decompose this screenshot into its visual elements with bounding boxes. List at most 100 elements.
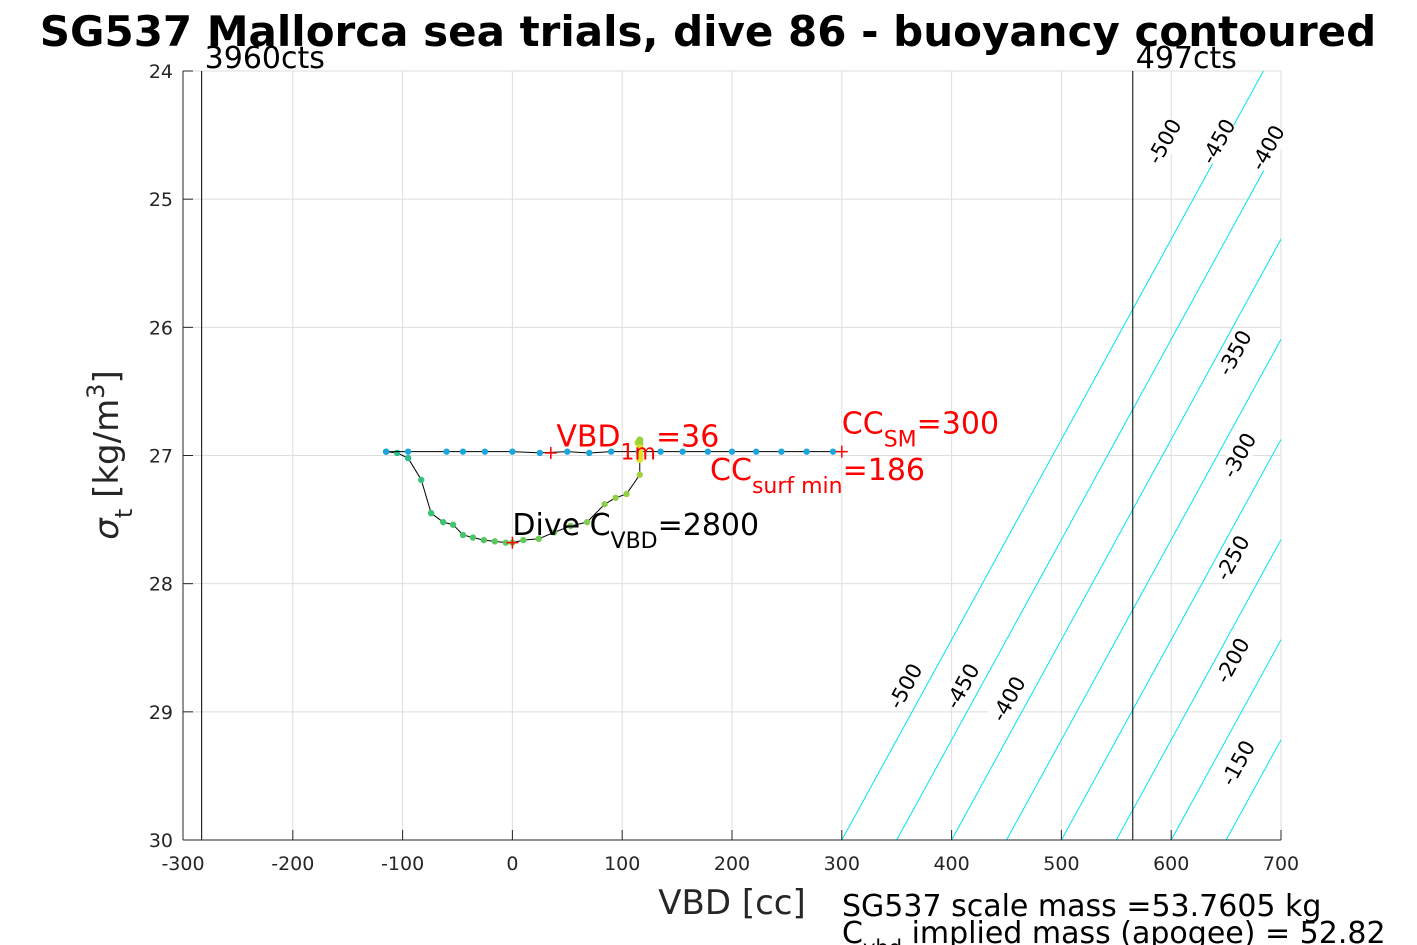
data-point bbox=[567, 522, 574, 530]
contour-label: -400 bbox=[987, 672, 1031, 725]
data-point bbox=[550, 529, 558, 536]
contour-line bbox=[1170, 638, 1281, 840]
contour-label-bg bbox=[987, 673, 1030, 725]
data-point bbox=[418, 476, 425, 484]
data-point bbox=[636, 455, 644, 463]
data-point bbox=[382, 448, 390, 455]
axes: -300 -200 -100 0 100 200 300 400 500 600 700 24 25 26… bbox=[149, 61, 1299, 875]
annotation-pre: VBD bbox=[556, 420, 620, 455]
contour-line bbox=[896, 138, 1281, 840]
data-point bbox=[536, 449, 544, 457]
contour-label: -500 bbox=[1143, 115, 1187, 168]
y-axis-label: σt [kg/m3] bbox=[82, 370, 138, 539]
red-cross-marker bbox=[506, 536, 519, 549]
contour-label: -350 bbox=[1213, 326, 1257, 379]
contour-label-bg bbox=[1197, 116, 1240, 167]
data-point bbox=[481, 448, 489, 455]
y-tick-label: 26 bbox=[149, 317, 173, 339]
data-point bbox=[728, 448, 736, 455]
x-tick-label: 500 bbox=[1043, 853, 1079, 875]
contour-line bbox=[1060, 438, 1281, 840]
contour-line bbox=[951, 238, 1281, 840]
data-point bbox=[509, 448, 516, 455]
chart-title: SG537 Mallorca sea trials, dive 86 - buo… bbox=[40, 7, 1376, 56]
contour-label: -450 bbox=[1196, 115, 1240, 168]
reference-line-label: 497cts bbox=[1136, 41, 1237, 76]
red-cross-marker bbox=[544, 446, 557, 459]
annotation: VBD1m=36 bbox=[556, 420, 719, 466]
data-point bbox=[657, 448, 664, 455]
contour-label-bg bbox=[1218, 430, 1261, 481]
x-tick-label: -300 bbox=[161, 853, 204, 875]
data-point bbox=[752, 448, 760, 455]
annotation-post: =300 bbox=[917, 407, 999, 442]
annotation-pre: Dive C bbox=[512, 508, 610, 543]
data-point bbox=[601, 501, 608, 508]
contour-label-bg bbox=[1213, 327, 1256, 379]
contour-label-bg bbox=[1211, 532, 1254, 584]
contour-label-bg bbox=[884, 661, 927, 712]
data-point bbox=[829, 448, 837, 455]
data-series bbox=[382, 436, 837, 546]
contour-label: -450 bbox=[941, 660, 985, 713]
contour-label: -200 bbox=[1211, 634, 1255, 687]
contour-label-bg bbox=[1246, 122, 1289, 173]
annotation-post: =2800 bbox=[658, 508, 759, 543]
data-point bbox=[502, 539, 510, 546]
annotation: CCSM=300 bbox=[842, 407, 999, 453]
data-point bbox=[480, 536, 488, 544]
data-point bbox=[612, 494, 619, 501]
data-point bbox=[469, 534, 477, 541]
data-point bbox=[564, 448, 571, 455]
data-point bbox=[623, 490, 630, 498]
contour-label-bg bbox=[1143, 116, 1186, 167]
annotation-sub: VBD bbox=[611, 528, 658, 553]
y-tick-label: 30 bbox=[149, 830, 173, 852]
data-point bbox=[393, 449, 401, 457]
x-tick-label: 700 bbox=[1263, 853, 1299, 875]
contour-lines bbox=[841, 71, 1281, 840]
data-point bbox=[459, 448, 467, 455]
contour-label-bg bbox=[1217, 738, 1260, 789]
x-tick-label: 100 bbox=[604, 853, 640, 875]
y-tick-label: 28 bbox=[149, 574, 173, 596]
footer-scale-mass: SG537 scale mass =53.7605 kg bbox=[842, 889, 1321, 924]
contour-label: -250 bbox=[1211, 531, 1255, 584]
x-tick-label: 400 bbox=[933, 853, 969, 875]
x-tick-label: -100 bbox=[381, 853, 424, 875]
reference-lines: 3960cts 497cts bbox=[201, 41, 1237, 840]
data-point bbox=[535, 535, 542, 543]
data-point bbox=[583, 518, 591, 526]
y-tick-label: 25 bbox=[149, 189, 173, 211]
annotation-pre: CC bbox=[710, 453, 752, 488]
data-point bbox=[679, 448, 686, 455]
x-tick-label: -200 bbox=[271, 853, 314, 875]
data-point bbox=[586, 449, 593, 457]
contour-label: -400 bbox=[1246, 121, 1290, 174]
annotation: Dive CVBD=2800 bbox=[512, 508, 759, 554]
contour-line bbox=[841, 71, 1264, 840]
annotation-post: =36 bbox=[656, 420, 719, 455]
contour-label-bg bbox=[941, 661, 984, 712]
annotation-pre: CC bbox=[842, 407, 884, 442]
data-point bbox=[778, 448, 785, 455]
annotation-sub: surf min bbox=[752, 473, 843, 498]
contour-label-bg bbox=[1211, 635, 1254, 686]
data-point bbox=[459, 531, 467, 539]
data-point bbox=[704, 448, 712, 455]
footer-implied-mass: Cvbd implied mass (apogee) = 52.82 bbox=[842, 916, 1386, 945]
data-point bbox=[440, 518, 447, 526]
data-point bbox=[608, 448, 615, 455]
contour-label: -150 bbox=[1216, 736, 1260, 789]
x-tick-label: 200 bbox=[714, 853, 750, 875]
x-tick-label: 300 bbox=[824, 853, 860, 875]
data-point bbox=[491, 538, 499, 545]
x-tick-label: 600 bbox=[1153, 853, 1189, 875]
y-tick-label: 29 bbox=[149, 702, 173, 724]
y-tick-label: 27 bbox=[149, 446, 173, 468]
annotation-post: =186 bbox=[843, 453, 925, 488]
reference-line-label: 3960cts bbox=[205, 41, 325, 76]
data-point bbox=[520, 536, 527, 544]
